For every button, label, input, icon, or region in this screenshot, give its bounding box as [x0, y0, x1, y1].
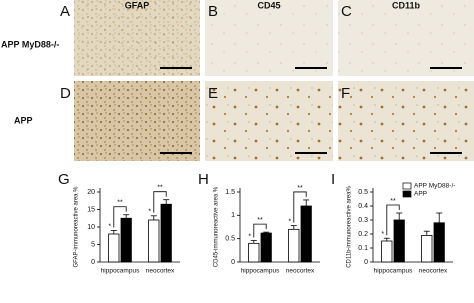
bar — [160, 203, 172, 263]
y-tick-label: 0.1 — [358, 245, 368, 252]
bar — [393, 219, 405, 263]
significance: * — [148, 209, 151, 216]
row-label: APP MyD88-/- — [1, 39, 59, 49]
bar — [120, 217, 132, 263]
significance: ** — [297, 185, 303, 192]
significance: * — [248, 233, 251, 240]
bar — [260, 232, 272, 263]
bar — [108, 233, 120, 263]
legend-swatch — [402, 182, 412, 190]
panel-letter: I — [331, 171, 335, 188]
bar — [288, 228, 300, 263]
y-tick-label: 1.5 — [225, 189, 235, 196]
panel-letter: F — [341, 85, 350, 102]
significance-bracket — [293, 191, 307, 223]
panel-letter: H — [198, 171, 209, 188]
x-tick-label: neocortex — [146, 268, 175, 275]
y-tick-label: 1 — [231, 212, 235, 219]
y-tick-label: 15 — [87, 206, 95, 213]
bar — [148, 219, 160, 263]
panel-letter: B — [208, 3, 218, 20]
y-tick-label: 0 — [91, 259, 95, 266]
significance-bracket — [113, 206, 127, 228]
micrograph — [74, 81, 200, 161]
y-tick-label: 0 — [364, 259, 368, 266]
significance: ** — [117, 200, 123, 207]
significance: ** — [157, 185, 163, 192]
bar — [248, 242, 260, 263]
significance-bracket — [386, 204, 400, 236]
column-header: CD45 — [257, 0, 280, 10]
bar — [421, 234, 433, 263]
panel-letter: A — [60, 3, 70, 20]
row-label: APP — [14, 115, 33, 125]
y-tick-label: 0.4 — [358, 203, 368, 210]
y-tick-label: 0.2 — [358, 231, 368, 238]
significance-bracket — [153, 191, 167, 213]
bar — [381, 240, 393, 263]
significance: * — [381, 231, 384, 238]
y-axis-title: CD45-immunoreactive area % — [214, 186, 220, 267]
x-tick-label: hippocampus — [241, 268, 280, 275]
y-axis-title: GFAP-immunoreactive area % — [74, 186, 80, 268]
micrograph — [338, 0, 474, 76]
x-tick-label: neocortex — [419, 268, 448, 275]
significance: * — [108, 223, 111, 230]
y-tick-label: 0.5 — [225, 236, 235, 243]
column-header: GFAP — [125, 0, 150, 10]
micrograph-overlay — [74, 0, 200, 76]
bar — [300, 205, 312, 263]
significance: * — [288, 218, 291, 225]
micrograph — [338, 81, 474, 161]
micrograph — [205, 81, 333, 161]
column-header: CD11b — [392, 0, 421, 10]
y-tick-label: 10 — [87, 224, 95, 231]
y-tick-label: 5 — [91, 241, 95, 248]
y-tick-label: 20 — [87, 189, 95, 196]
panel-letter: E — [208, 85, 218, 102]
y-axis-title: CD11b-immunoreactive area% — [347, 186, 353, 268]
bar — [433, 222, 445, 263]
y-tick-label: 0.5 — [358, 189, 368, 196]
x-tick-label: hippocampus — [101, 268, 140, 275]
legend-label: APP MyD88-/- — [414, 183, 455, 190]
y-tick-label: 0.3 — [358, 217, 368, 224]
panel-letter: C — [341, 3, 352, 20]
legend-label: APP — [414, 191, 427, 198]
micrograph — [205, 0, 333, 76]
panel-letter: G — [58, 171, 70, 188]
significance: ** — [257, 217, 263, 224]
y-tick-label: 0 — [231, 259, 235, 266]
significance: ** — [390, 198, 396, 205]
panel-letter: D — [60, 85, 71, 102]
x-tick-label: hippocampus — [374, 268, 413, 275]
significance-bracket — [253, 223, 267, 238]
legend-swatch — [402, 190, 412, 198]
x-tick-label: neocortex — [286, 268, 315, 275]
